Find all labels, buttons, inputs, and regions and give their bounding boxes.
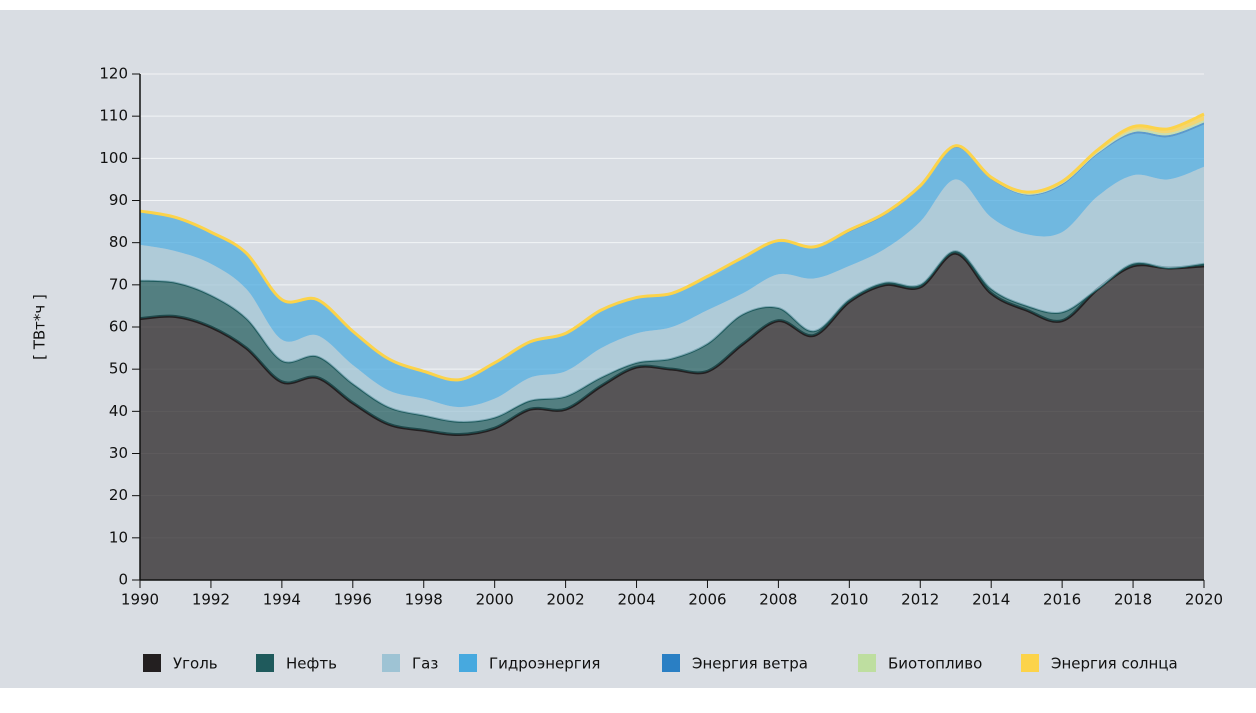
y-tick-label: 20 xyxy=(109,486,128,504)
x-tick-label: 1994 xyxy=(263,591,301,609)
legend-swatch xyxy=(256,654,274,672)
legend-label: Энергия солнца xyxy=(1051,655,1178,673)
y-tick-label: 10 xyxy=(109,528,128,546)
y-tick-label: 60 xyxy=(109,318,128,336)
x-tick-label: 2020 xyxy=(1185,591,1223,609)
x-tick-label: 2018 xyxy=(1114,591,1152,609)
x-tick-label: 2014 xyxy=(972,591,1010,609)
legend-swatch xyxy=(1021,654,1039,672)
y-tick-label: 80 xyxy=(109,233,128,251)
legend-swatch xyxy=(459,654,477,672)
y-tick-label: 70 xyxy=(109,275,128,293)
x-tick-label: 2016 xyxy=(1043,591,1081,609)
legend-label: Газ xyxy=(412,655,438,673)
x-tick-label: 2000 xyxy=(476,591,514,609)
y-tick-label: 50 xyxy=(109,360,128,378)
legend-swatch xyxy=(858,654,876,672)
legend-label: Уголь xyxy=(173,655,218,673)
x-tick-label: 1990 xyxy=(121,591,159,609)
y-tick-label: 30 xyxy=(109,444,128,462)
y-tick-label: 40 xyxy=(109,402,128,420)
area xyxy=(140,253,1204,580)
y-tick-label: 110 xyxy=(99,107,128,125)
x-tick-label: 2010 xyxy=(830,591,868,609)
legend-swatch xyxy=(662,654,680,672)
x-tick-label: 1996 xyxy=(334,591,372,609)
x-tick-label: 2012 xyxy=(901,591,939,609)
area xyxy=(140,166,1204,422)
x-tick-label: 2006 xyxy=(688,591,726,609)
y-tick-label: 120 xyxy=(99,65,128,83)
legend-label: Энергия ветра xyxy=(692,655,808,673)
legend-label: Гидроэнергия xyxy=(489,655,600,673)
y-axis-label: [ ТВт*ч ] xyxy=(31,294,49,360)
area-top-line xyxy=(139,112,1205,382)
x-tick-label: 1992 xyxy=(192,591,230,609)
legend-label: Биотопливо xyxy=(888,655,982,673)
legend-swatch xyxy=(382,654,400,672)
y-tick-label: 100 xyxy=(99,149,128,167)
legend-swatch xyxy=(143,654,161,672)
y-tick-label: 0 xyxy=(118,571,128,589)
x-tick-label: 2008 xyxy=(759,591,797,609)
x-tick-label: 1998 xyxy=(405,591,443,609)
legend-label: Нефть xyxy=(286,655,337,673)
x-tick-label: 2004 xyxy=(617,591,655,609)
x-tick-label: 2002 xyxy=(547,591,585,609)
y-tick-label: 90 xyxy=(109,191,128,209)
area xyxy=(140,124,1204,408)
